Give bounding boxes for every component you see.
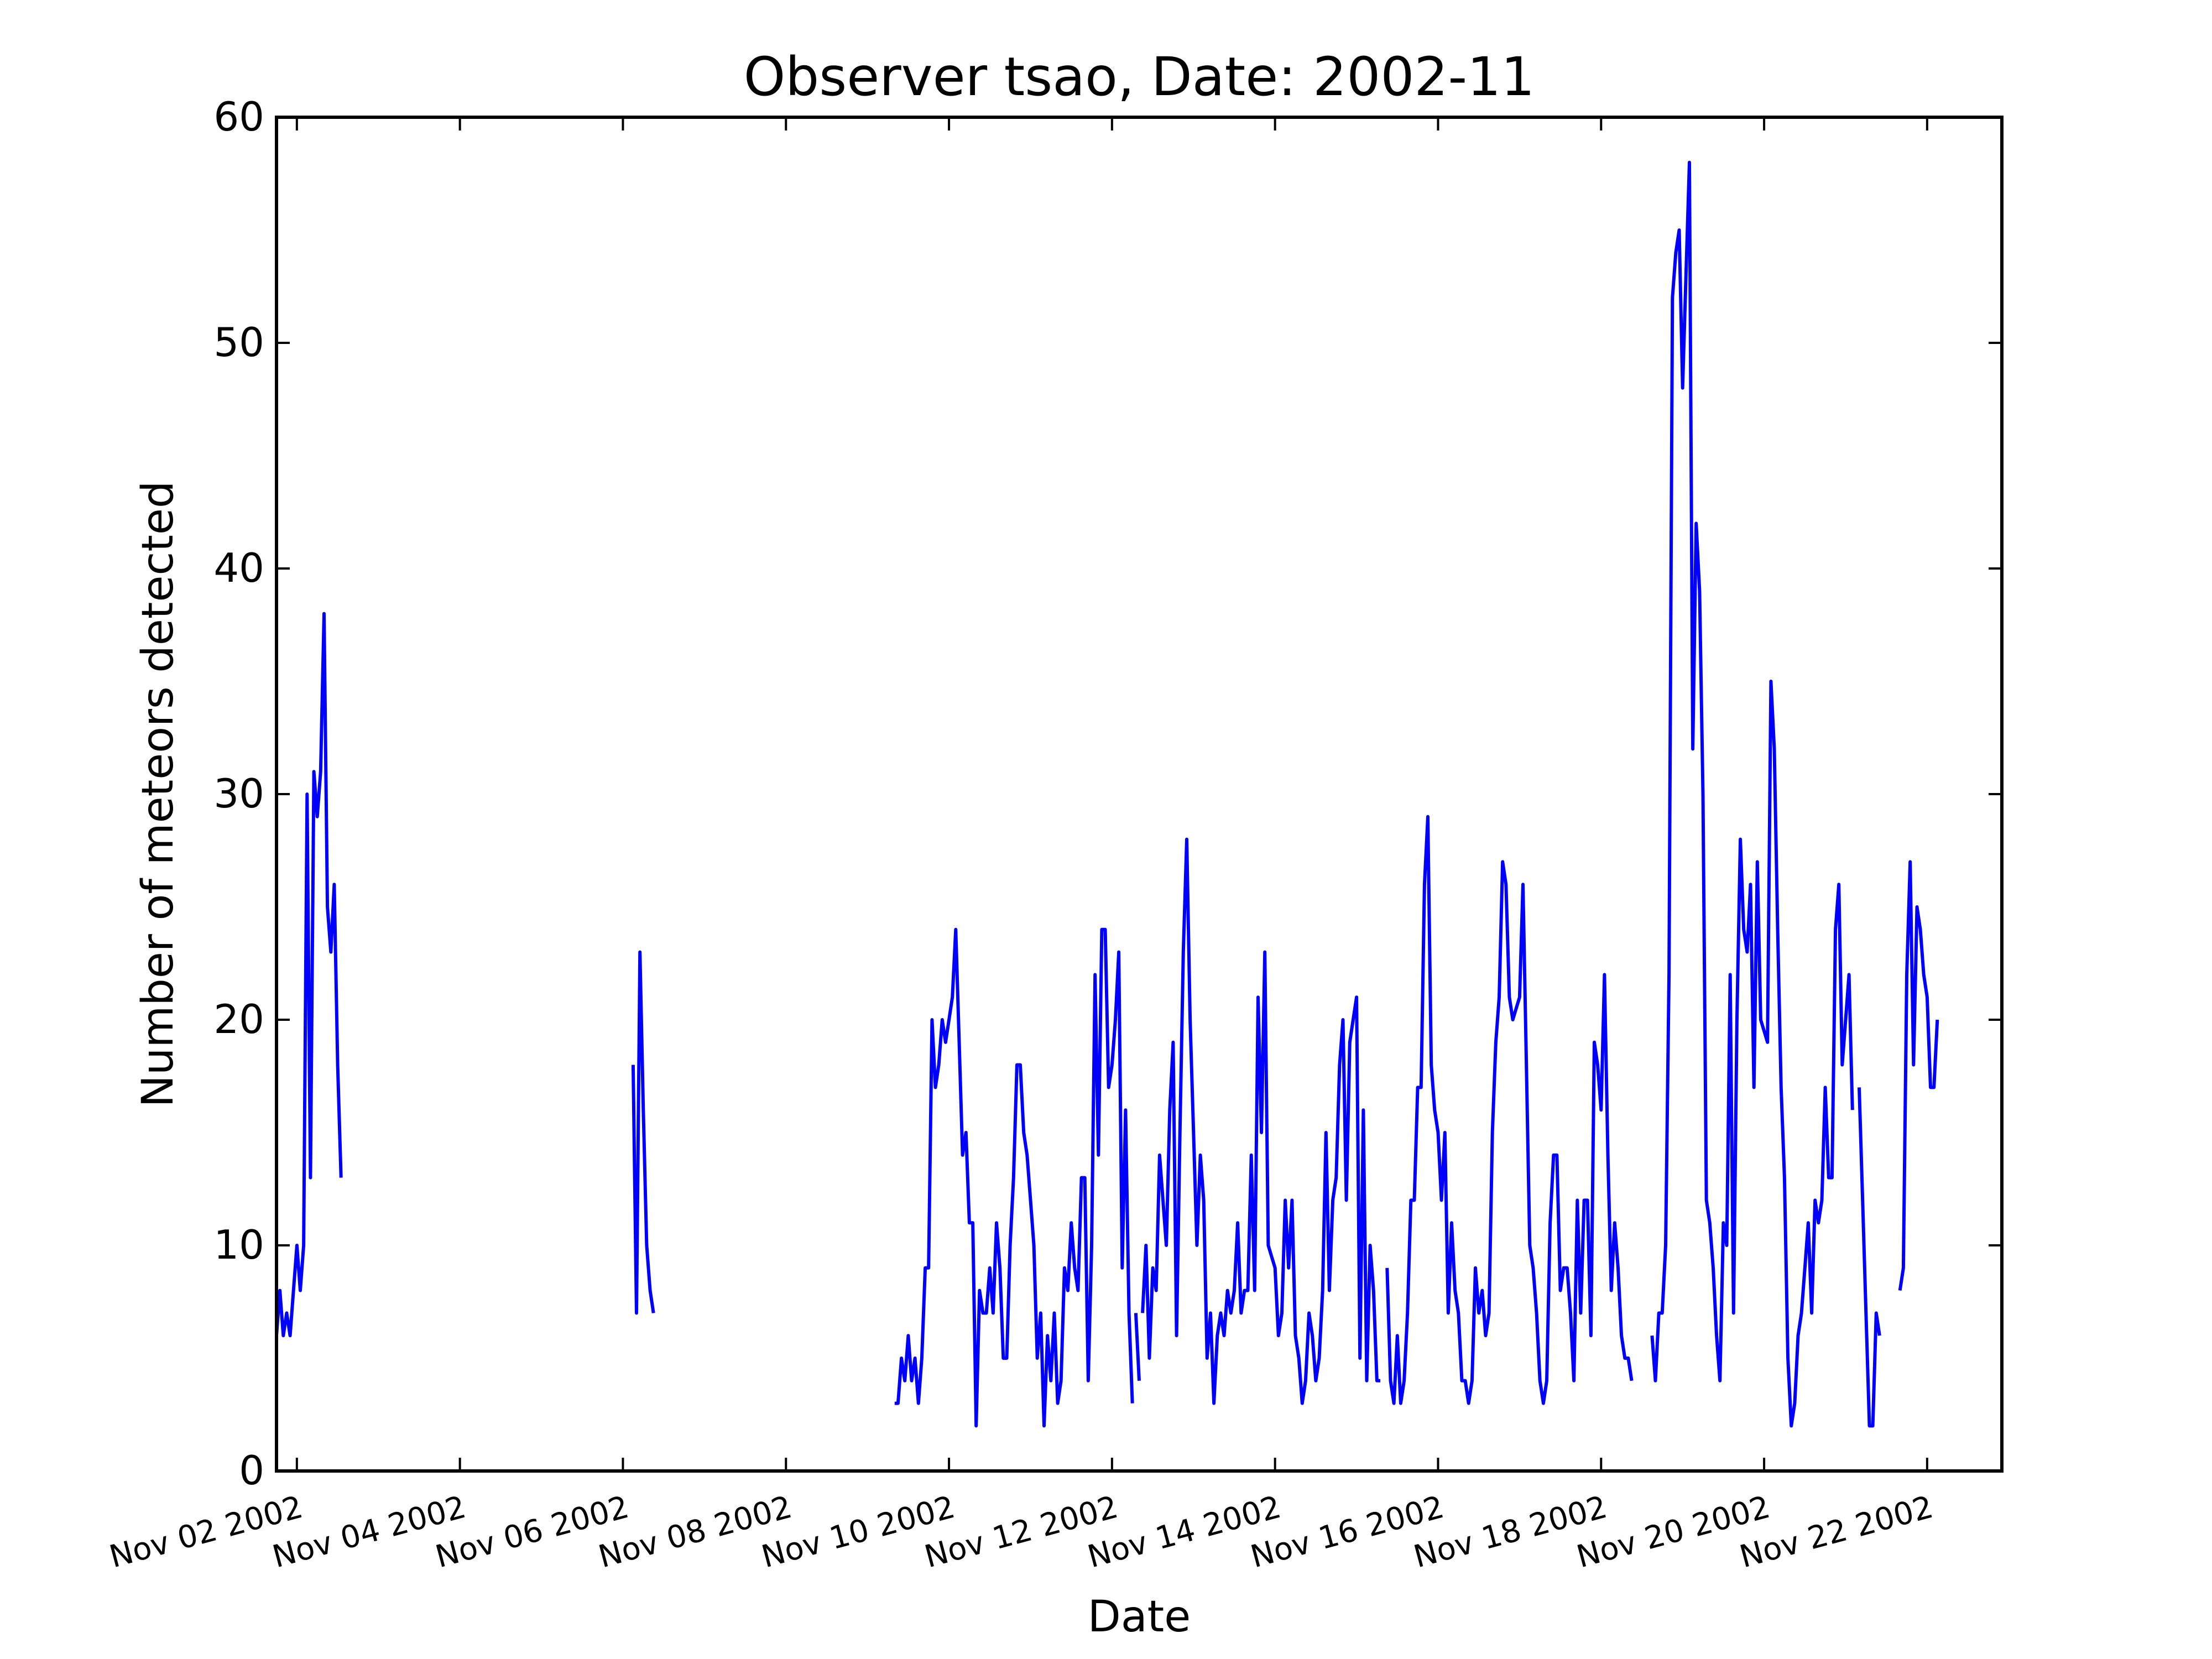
series-layer <box>275 160 1939 1428</box>
series-line-segment-1 <box>275 612 343 1338</box>
y-axis: 0 10 20 30 40 50 60 <box>213 93 2002 1494</box>
series-line-segment-5 <box>1141 837 1381 1405</box>
series-line-segment-9 <box>1898 860 1939 1291</box>
y-tick-label: 20 <box>213 996 264 1042</box>
plot-frame <box>275 116 2004 1473</box>
y-tick-label: 40 <box>213 545 264 591</box>
y-tick-label: 0 <box>239 1447 264 1494</box>
y-tick-label: 30 <box>213 770 264 817</box>
chart-title: Observer tsao, Date: 2002-11 <box>744 46 1535 108</box>
series-line-segment-6 <box>1385 815 1634 1405</box>
x-axis-label: Date <box>1088 1592 1191 1642</box>
y-tick-label: 10 <box>213 1222 264 1268</box>
series-line-segment-2 <box>631 950 655 1315</box>
y-tick-label: 50 <box>213 319 264 366</box>
y-axis-label: Number of meteors detected <box>133 481 183 1108</box>
series-line-segment-7 <box>1650 160 1854 1428</box>
series-line-segment-8 <box>1858 1087 1881 1428</box>
y-tick-label: 60 <box>213 93 264 140</box>
series-line-segment-4 <box>1134 1313 1141 1381</box>
series-line-segment-3 <box>894 927 1134 1428</box>
